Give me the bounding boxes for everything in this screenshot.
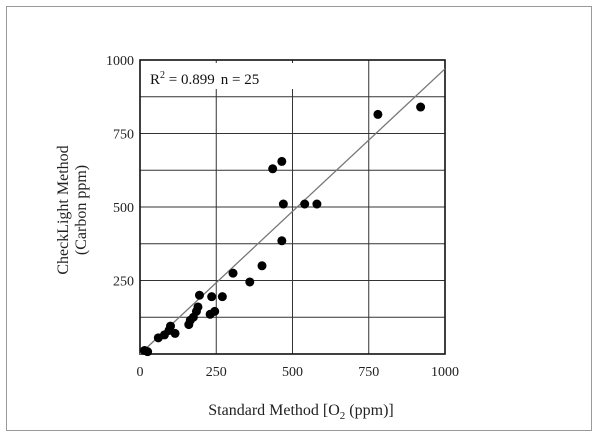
data-point [228, 268, 238, 278]
data-point [268, 164, 278, 174]
y-tick-label: 750 [113, 128, 134, 143]
ticks-layer: 0 250 500 750 1000 250 500 750 1000 [106, 54, 459, 380]
data-point [194, 290, 204, 300]
y-tick-label: 250 [113, 275, 134, 290]
data-point [193, 302, 203, 312]
data-point [312, 199, 322, 209]
data-point [170, 328, 180, 338]
x-tick-label: 1000 [431, 365, 459, 380]
n-count: n = 25 [221, 72, 259, 88]
x-tick-label: 500 [282, 365, 303, 380]
x-axis-label-subscript: 2 [340, 410, 346, 422]
r2-superscript: 2 [160, 70, 165, 81]
data-point [277, 156, 287, 166]
y-tick-label: 500 [113, 201, 134, 216]
plot-area-border [139, 59, 446, 355]
x-tick-label: 250 [206, 365, 227, 380]
data-point [217, 292, 227, 302]
data-point [245, 277, 255, 287]
trendline [139, 68, 446, 355]
data-point [257, 261, 267, 271]
x-tick-label: 750 [358, 365, 379, 380]
data-point [210, 306, 220, 316]
data-point [166, 321, 175, 331]
x-tick-label: 0 [137, 365, 144, 380]
x-axis-label-main: Standard Method [O [208, 402, 340, 419]
y-tick-label: 1000 [106, 54, 134, 69]
grid-layer [140, 60, 445, 354]
annotation-text: R2 = 0.899 n = 25 [150, 70, 259, 88]
y-axis-label-line1: CheckLight Method [55, 145, 72, 274]
y-axis-label-line2: (Carbon ppm) [73, 165, 90, 255]
data-point [278, 199, 288, 209]
x-axis-label: Standard Method [O2 (ppm)] [208, 402, 393, 422]
data-point [416, 102, 426, 112]
points-layer [140, 102, 426, 357]
r2-label: R [150, 72, 160, 88]
data-point [143, 347, 153, 357]
annotation-background [143, 63, 293, 89]
data-point [373, 109, 383, 119]
r2-value: = 0.899 [165, 72, 215, 88]
data-point [277, 236, 287, 246]
x-axis-label-end: (ppm)] [345, 402, 393, 419]
figure-frame [6, 6, 592, 431]
data-point [207, 292, 217, 302]
data-point [300, 199, 310, 209]
